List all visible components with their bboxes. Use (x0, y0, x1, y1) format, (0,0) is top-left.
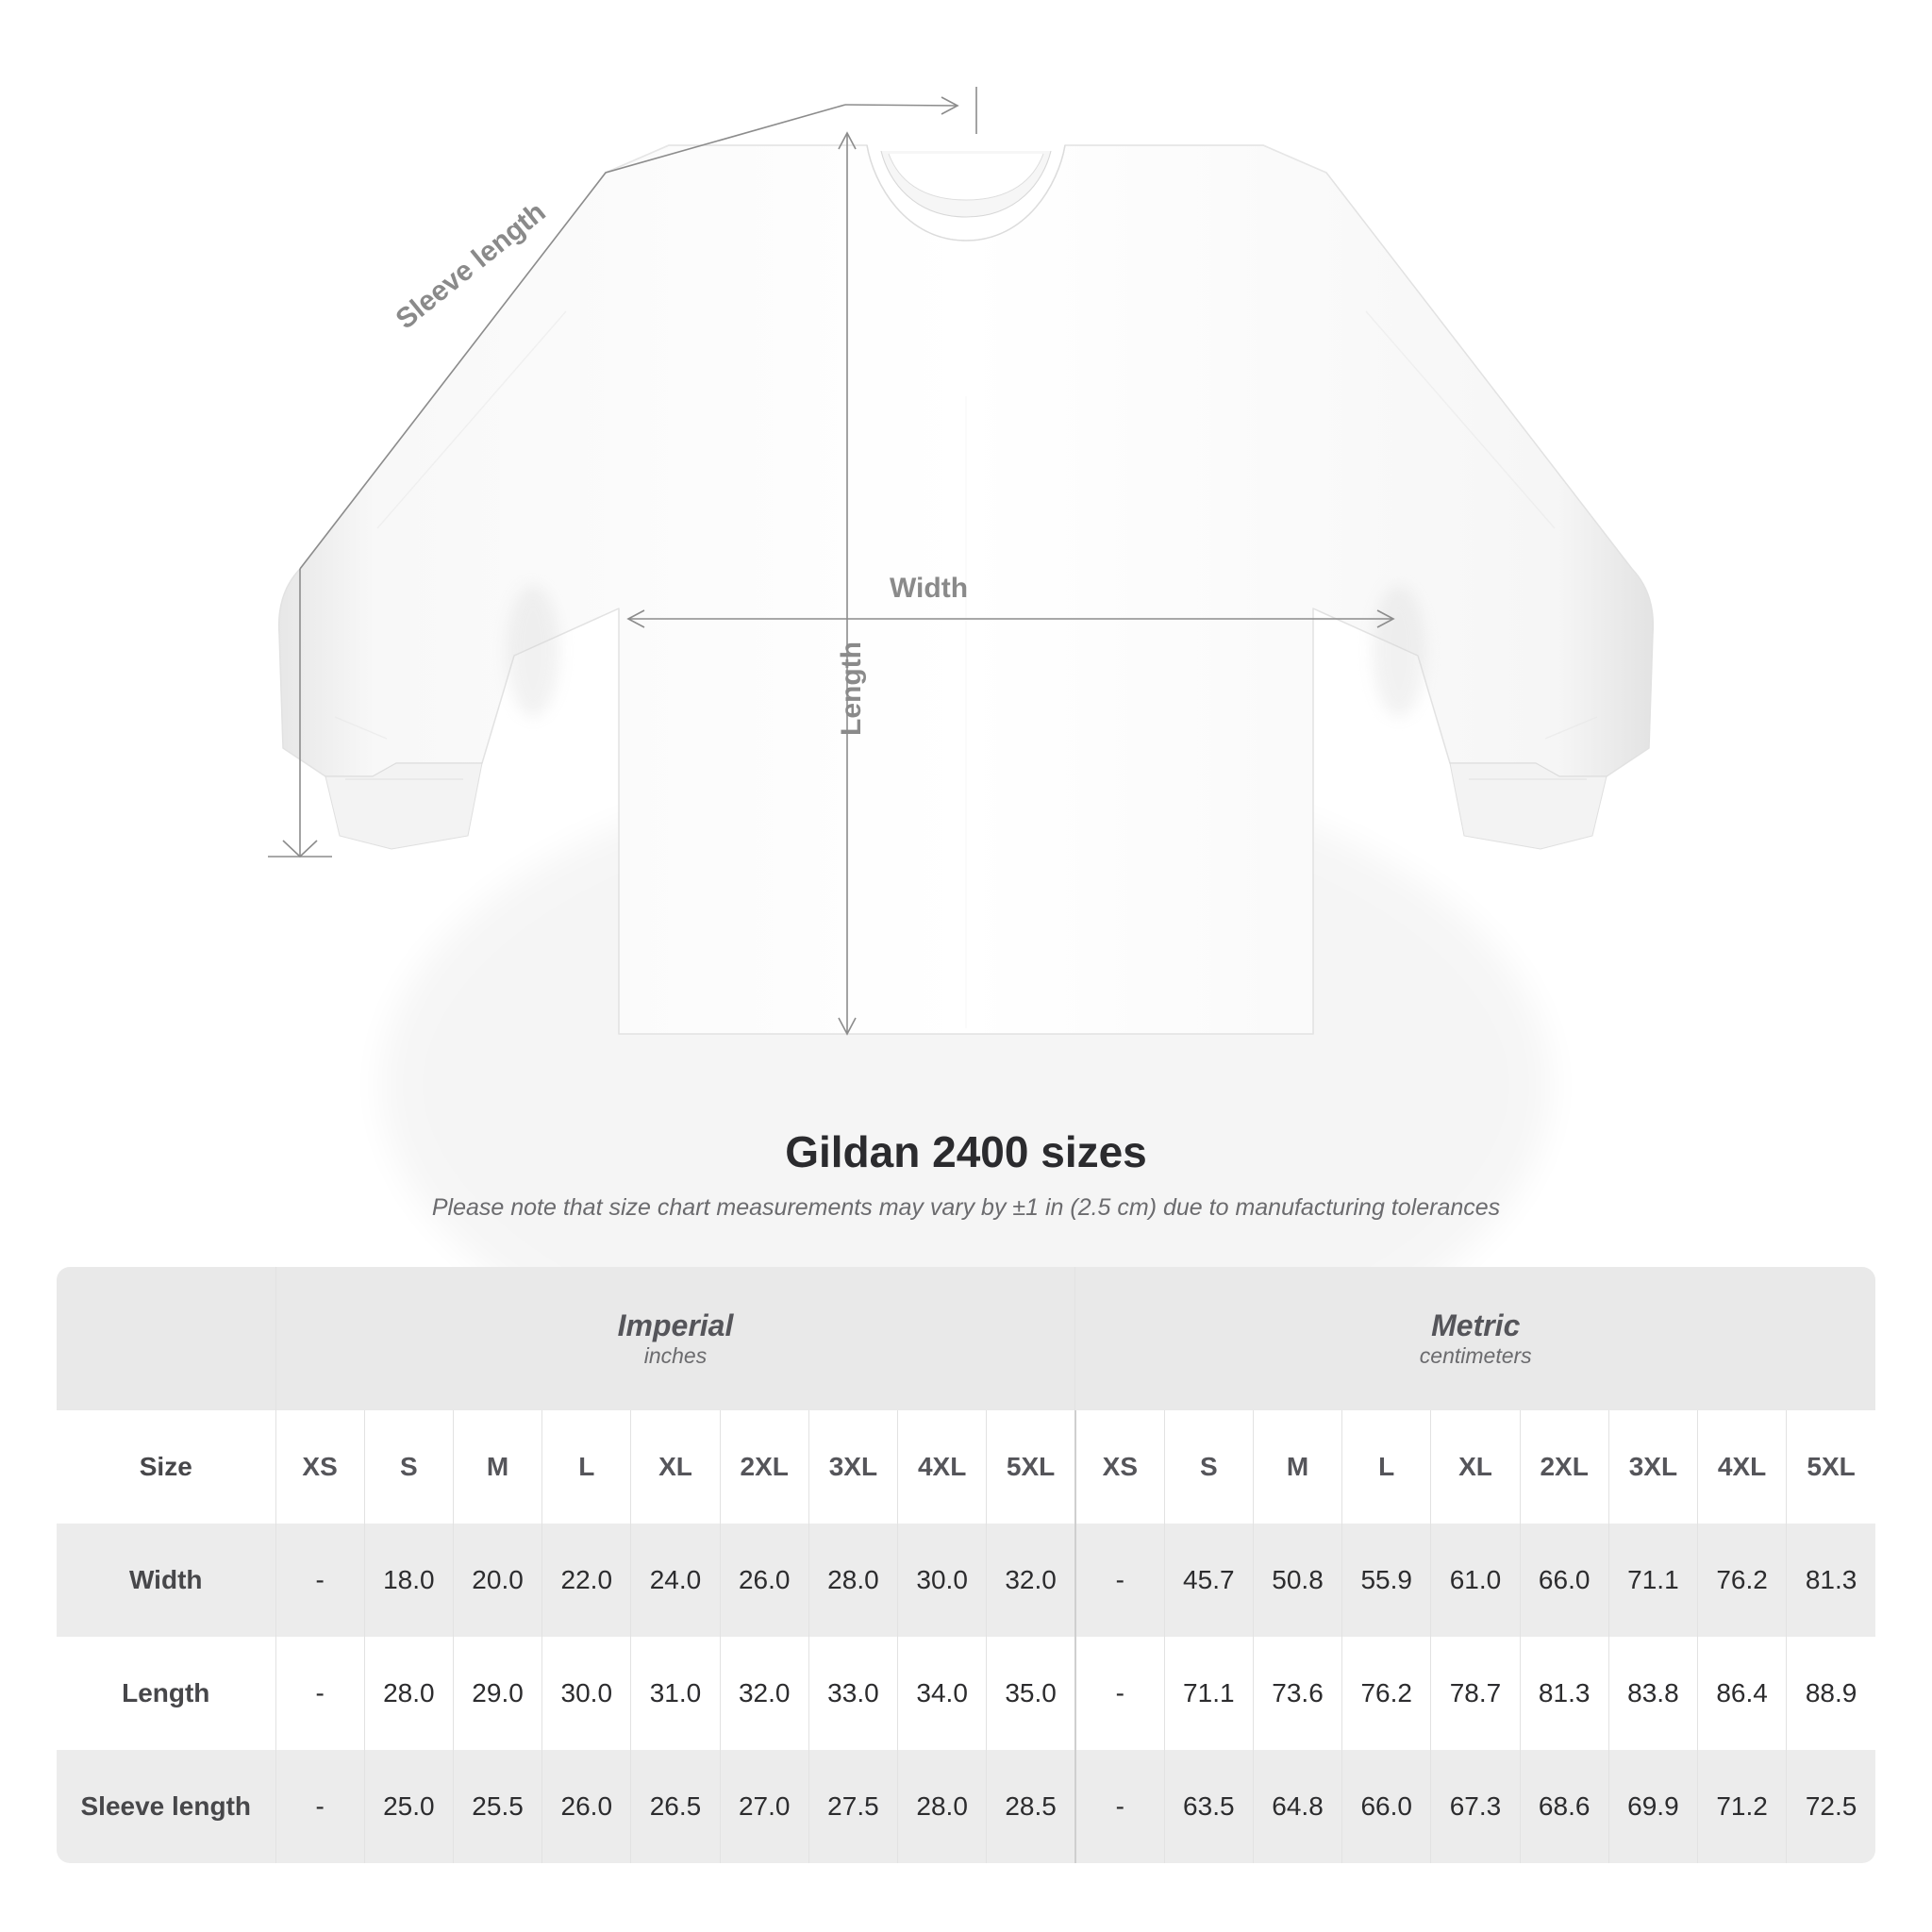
svg-text:Width: Width (890, 573, 968, 604)
svg-text:Length: Length (836, 641, 867, 736)
